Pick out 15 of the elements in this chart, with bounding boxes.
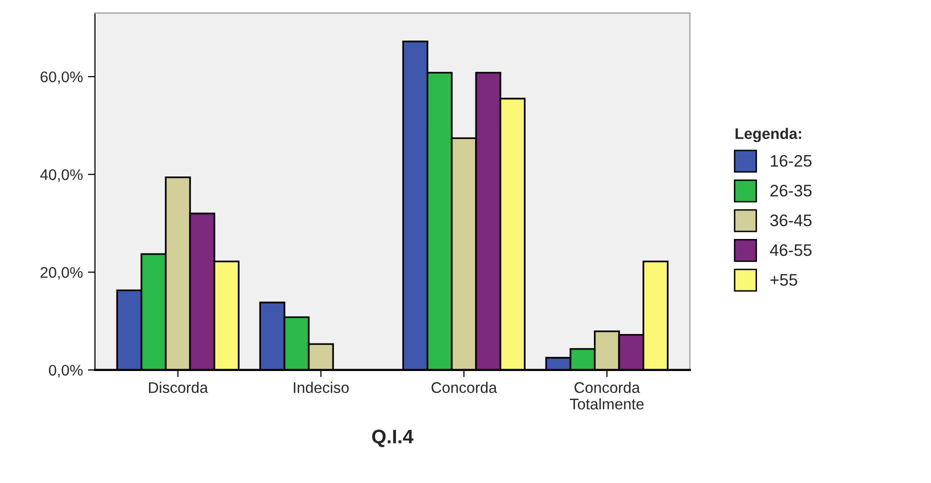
x-tick-label: Indeciso [294, 382, 349, 394]
x-tick-label: Discorda [149, 382, 208, 394]
legend-label: 26-35 [770, 184, 812, 197]
legend-label: +55 [770, 274, 798, 286]
legend-label: 16-25 [770, 155, 812, 167]
legend-label: 46-55 [770, 244, 812, 256]
y-tick-label: 20,0% [40, 267, 83, 280]
x-axis-title: Q.I.4 [372, 430, 414, 448]
y-tick-label: 60,0% [40, 71, 83, 84]
y-tick-label: 40,0% [40, 169, 83, 182]
legend-title: Legenda: [736, 128, 802, 142]
legend-label: 36-45 [770, 214, 812, 226]
y-tick-label: 0,0% [48, 364, 83, 378]
x-tick-label: Concorda [432, 382, 498, 394]
x-tick-label: Concorda Totalmente [570, 382, 644, 410]
